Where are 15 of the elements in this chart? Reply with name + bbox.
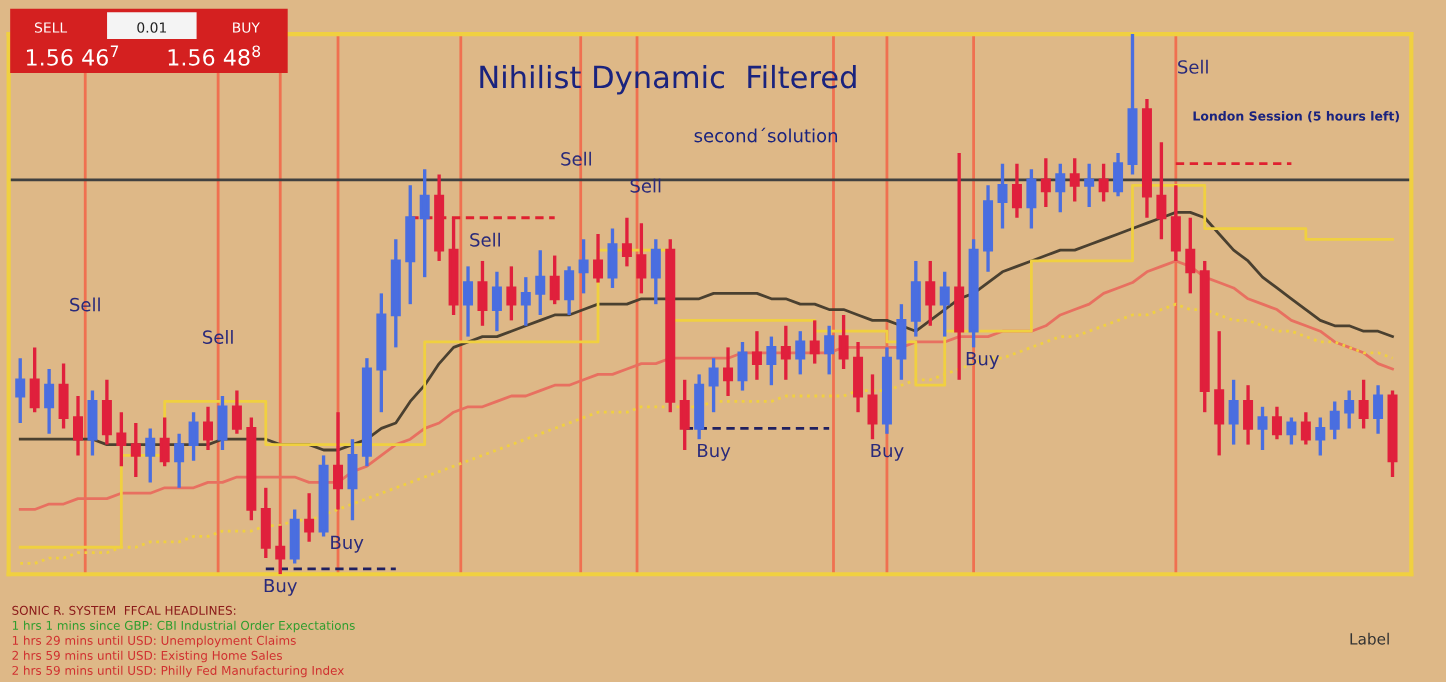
text: Buy xyxy=(264,578,297,596)
annotation: Sell xyxy=(1178,59,1208,74)
annotation: Sell xyxy=(203,329,233,344)
annotation: 1.56 48$^{8}$ xyxy=(168,45,261,66)
annotation: 1.56 46$^{7}$ xyxy=(26,45,119,66)
annotation: Sell xyxy=(70,297,100,312)
annotation: Sell xyxy=(470,232,500,247)
annotation: Buy xyxy=(331,535,364,553)
annotation: Sell xyxy=(561,151,591,166)
text: second´solution xyxy=(694,127,838,143)
text: Nihilist Dynamic Filtered xyxy=(480,64,856,95)
annotation: Buy xyxy=(966,352,999,369)
annotation: Buy xyxy=(698,443,731,461)
annotation: Sell xyxy=(630,178,661,193)
annotation: Buy xyxy=(871,443,904,461)
